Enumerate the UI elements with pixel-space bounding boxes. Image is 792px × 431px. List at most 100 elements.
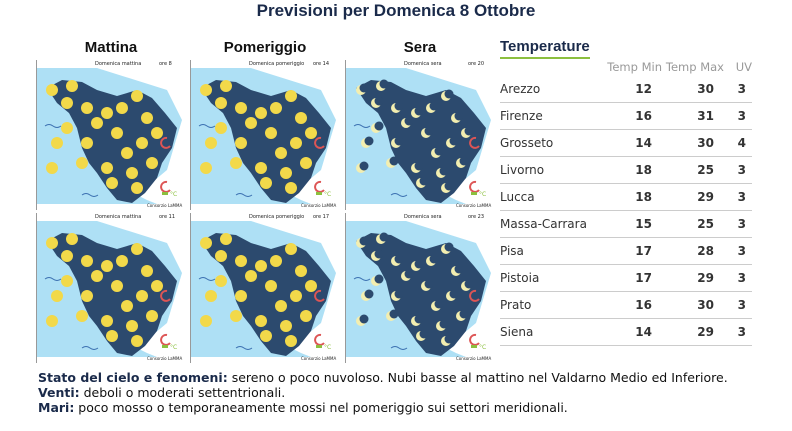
sun-icon — [81, 102, 93, 114]
sun-icon — [235, 255, 247, 267]
moon-icon — [391, 254, 404, 266]
sun-icon — [215, 275, 227, 287]
header-uv: UV — [735, 60, 752, 74]
note-seas: Mari: poco mosso o temporaneamente mossi… — [38, 400, 568, 415]
sun-icon — [81, 255, 93, 267]
sun-icon — [265, 280, 277, 292]
moon-icon — [421, 279, 434, 291]
temperature-trend-icon — [471, 192, 477, 195]
sun-icon — [205, 290, 217, 302]
sun-icon — [151, 280, 163, 292]
tuscany-land — [201, 80, 331, 203]
temperature-trend-icon — [316, 192, 322, 195]
sea-wave-icon — [235, 346, 253, 350]
uv-index: 3 — [724, 237, 752, 265]
column-header-pomeriggio: Pomeriggio — [223, 39, 307, 56]
sea-wave-icon — [235, 193, 253, 197]
wind-arrow-icon — [469, 180, 480, 193]
temperature-trend-icon — [162, 192, 168, 195]
sun-icon — [255, 162, 267, 174]
svg-text:°C: °C — [170, 344, 177, 351]
map-label: Domenica pomeriggio — [249, 214, 305, 220]
moon-icon — [371, 96, 384, 108]
sun-icon — [300, 310, 312, 322]
sun-icon — [81, 290, 93, 302]
page-title: Previsioni per Domenica 8 Ottobre — [256, 1, 536, 20]
sun-icon — [101, 315, 113, 327]
wind-arrow-icon — [160, 333, 171, 346]
moon-icon — [436, 319, 449, 331]
sun-icon — [131, 182, 143, 194]
city-name: Prato — [500, 291, 600, 319]
sun-icon — [290, 290, 302, 302]
moon-icon — [431, 299, 444, 311]
table-row: Firenze 16 31 3 — [500, 102, 752, 130]
moon-icon — [416, 329, 429, 341]
sun-icon — [66, 233, 78, 245]
moon-icon — [356, 83, 369, 95]
sun-icon — [76, 310, 88, 322]
moon-icon — [386, 309, 399, 321]
moon-icon — [456, 156, 469, 168]
map-credit: Consorzio LaMMA — [456, 203, 492, 208]
city-name: Siena — [500, 318, 600, 346]
moon-icon — [391, 289, 404, 301]
sun-icon — [275, 147, 287, 159]
sun-icon — [255, 315, 267, 327]
sun-icon — [91, 117, 103, 129]
sun-icon — [141, 265, 153, 277]
weather-map: °C Domenica sera ore 20 Consorzio LaMMA — [345, 60, 496, 210]
wind-arrow-icon — [160, 180, 171, 193]
moon-icon — [456, 309, 469, 321]
column-header-sera: Sera — [403, 39, 437, 56]
sun-icon — [295, 265, 307, 277]
sun-icon — [76, 157, 88, 169]
sun-icon — [126, 167, 138, 179]
moon-icon — [446, 136, 459, 148]
moon-icon — [391, 136, 404, 148]
moon-icon — [356, 236, 369, 248]
tuscany-land — [47, 233, 177, 356]
tuscany-land — [356, 233, 486, 356]
table-row: Lucca 18 29 3 — [500, 183, 752, 211]
moon-icon — [416, 176, 429, 188]
sun-icon — [61, 122, 73, 134]
temp-max: 30 — [662, 76, 724, 103]
moon-icon — [431, 146, 444, 158]
sun-icon — [305, 280, 317, 292]
note-sky: Stato del cielo e fenomeni: sereno o poc… — [38, 370, 728, 385]
svg-text:°C: °C — [170, 191, 177, 198]
moon-icon — [401, 116, 414, 128]
svg-text:°C: °C — [324, 191, 331, 198]
temp-min: 17 — [600, 237, 662, 265]
uv-index: 3 — [724, 264, 752, 292]
map-label: Domenica sera — [404, 61, 442, 67]
sun-icon — [46, 84, 58, 96]
sun-icon — [51, 137, 63, 149]
uv-index: 3 — [724, 318, 752, 346]
table-row: Massa-Carrara 15 25 3 — [500, 210, 752, 238]
temperature-trend-icon — [316, 345, 322, 348]
moon-icon — [361, 289, 374, 301]
temp-min: 12 — [600, 76, 662, 103]
temp-max: 28 — [662, 237, 724, 265]
table-row: Livorno 18 25 3 — [500, 156, 752, 184]
moon-icon — [371, 249, 384, 261]
map-time: ore 20 — [468, 61, 485, 67]
sun-icon — [46, 162, 58, 174]
table-row: Grosseto 14 30 4 — [500, 129, 752, 157]
temp-min: 16 — [600, 102, 662, 130]
sun-icon — [290, 137, 302, 149]
map-time: ore 23 — [468, 214, 485, 220]
moon-icon — [426, 101, 439, 113]
sun-icon — [111, 280, 123, 292]
sun-icon — [136, 137, 148, 149]
map-credit: Consorzio LaMMA — [456, 356, 492, 361]
sun-icon — [131, 90, 143, 102]
sun-icon — [235, 290, 247, 302]
temp-min: 17 — [600, 264, 662, 292]
moon-icon — [451, 111, 464, 123]
moon-icon — [361, 136, 374, 148]
sun-icon — [255, 260, 267, 272]
temp-max: 29 — [662, 264, 724, 292]
